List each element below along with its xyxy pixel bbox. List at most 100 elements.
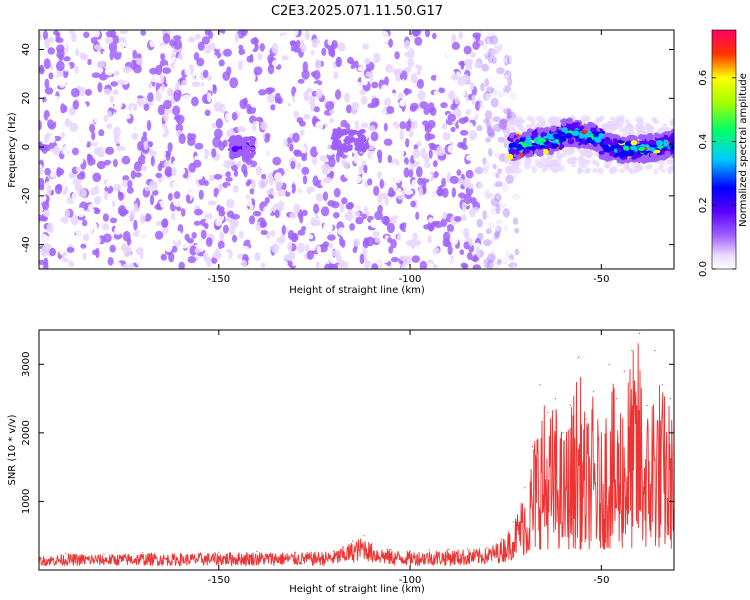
spectrogram-cell bbox=[291, 183, 296, 194]
spectrogram-cell bbox=[484, 47, 489, 54]
spectrogram-cell bbox=[287, 241, 293, 252]
spectrogram-cell bbox=[536, 161, 543, 169]
spectrogram-cell bbox=[291, 193, 300, 202]
spectrogram-cell bbox=[149, 148, 154, 157]
spectrogram-cell bbox=[399, 255, 406, 262]
spectrogram-cell bbox=[227, 41, 232, 48]
spectrogram-cell bbox=[330, 263, 339, 269]
spectrogram-cell bbox=[231, 213, 240, 220]
spectrogram-cell bbox=[273, 143, 279, 153]
spectrogram-cell bbox=[410, 200, 416, 208]
spectrogram-cell bbox=[490, 87, 499, 97]
spectrogram-cell bbox=[127, 148, 133, 159]
spectrogram-cell bbox=[40, 246, 48, 257]
spectrogram-signal-cell bbox=[592, 142, 598, 147]
spectrogram-cell bbox=[404, 51, 413, 58]
spectrogram-cell bbox=[425, 262, 434, 269]
spectrogram-cell bbox=[90, 187, 97, 196]
spectrogram-cell bbox=[143, 141, 149, 150]
spectrogram-cell bbox=[397, 194, 406, 200]
spectrogram-signal-cell bbox=[537, 127, 543, 134]
spectrogram-cell bbox=[275, 97, 284, 105]
spectrogram-cell bbox=[282, 151, 290, 160]
spectrogram-cell bbox=[503, 217, 509, 229]
spectrogram-cell bbox=[187, 36, 196, 43]
spectrogram-cell bbox=[494, 246, 502, 257]
snr-peak-point bbox=[577, 356, 580, 358]
spectrogram-cell bbox=[191, 232, 197, 239]
spectrogram-cell bbox=[103, 159, 112, 166]
spectrogram-cell bbox=[432, 32, 437, 40]
spectrogram-cell bbox=[301, 69, 310, 80]
spectrogram-cell bbox=[412, 232, 418, 241]
spectrogram-cell bbox=[485, 46, 491, 56]
spectrogram-cell bbox=[198, 189, 204, 200]
spectrogram-cell bbox=[499, 57, 508, 63]
spectrogram-cell bbox=[226, 129, 235, 138]
spectrogram-cell bbox=[635, 123, 640, 132]
spectrogram-cell bbox=[289, 64, 296, 71]
spectrogram-cell bbox=[303, 113, 311, 120]
spectrogram-cell bbox=[163, 218, 168, 228]
spectrogram-cell bbox=[513, 83, 520, 90]
spectrogram-cell bbox=[503, 224, 509, 232]
spectrogram-cell bbox=[310, 241, 317, 251]
spectrogram-cell bbox=[82, 219, 88, 227]
spectrogram-signal-cell bbox=[508, 148, 516, 155]
spectrogram-cell bbox=[577, 162, 584, 167]
spectrogram-cell bbox=[64, 136, 70, 145]
chart-title: C2E3.2025.071.11.50.G17 bbox=[271, 4, 443, 19]
spectrogram-cell bbox=[39, 259, 45, 265]
spectrogram-cell bbox=[506, 45, 516, 52]
snr-peak-point bbox=[218, 551, 220, 553]
spectrogram-cell bbox=[487, 38, 496, 44]
spectrogram-cell bbox=[89, 123, 96, 133]
spectrogram-cell bbox=[99, 97, 107, 107]
spectrogram-cell bbox=[350, 188, 359, 194]
spectrogram-cell bbox=[456, 169, 462, 176]
spectrogram-cell bbox=[249, 72, 256, 83]
spectrogram-cell bbox=[490, 106, 495, 114]
spectrogram-cell bbox=[193, 220, 201, 226]
spectrogram-cell bbox=[499, 105, 505, 111]
spectrogram-cell bbox=[472, 41, 480, 50]
spectrogram-cell bbox=[363, 164, 368, 174]
spectrogram-cell bbox=[508, 53, 514, 63]
spectrogram-cell bbox=[339, 201, 345, 213]
spectrogram-cell bbox=[505, 125, 514, 132]
spectrogram-cell bbox=[94, 30, 100, 38]
spectrogram-cell bbox=[445, 206, 451, 212]
spectrogram-cell bbox=[194, 33, 201, 40]
spectrogram-signal-cell bbox=[653, 133, 662, 138]
spectrogram-cell bbox=[226, 185, 233, 194]
spectrogram-cell bbox=[326, 90, 334, 97]
spectrogram-cell bbox=[502, 74, 511, 85]
spectrogram-cell bbox=[180, 36, 187, 45]
spectrogram-cell bbox=[122, 263, 130, 269]
spectrogram-cell bbox=[206, 189, 214, 197]
spectrogram-signal-cell bbox=[579, 144, 586, 149]
spectrogram-cell bbox=[118, 137, 124, 144]
spectrogram-cell bbox=[225, 176, 233, 182]
spectrogram-y-tick-label: 0 bbox=[21, 144, 32, 150]
spectrogram-cell bbox=[149, 67, 158, 75]
spectrogram-cell bbox=[96, 50, 101, 58]
spectrogram-cell bbox=[627, 167, 633, 173]
spectrogram-cell bbox=[354, 175, 362, 184]
spectrogram-cell bbox=[383, 97, 392, 107]
spectrogram-cell bbox=[503, 90, 509, 97]
spectrogram-cell bbox=[498, 82, 506, 91]
spectrogram-cell bbox=[193, 122, 199, 133]
spectrogram-cell bbox=[431, 165, 436, 173]
spectrogram-cell bbox=[189, 182, 199, 193]
spectrogram-cell bbox=[193, 159, 202, 168]
spectrogram-cell bbox=[494, 193, 501, 202]
spectrogram-cell bbox=[417, 201, 425, 212]
spectrogram-cell bbox=[309, 191, 318, 198]
spectrogram-cell bbox=[469, 81, 475, 91]
spectrogram-cell bbox=[93, 234, 100, 244]
spectrogram-cell bbox=[377, 69, 384, 76]
spectrogram-cell bbox=[247, 62, 255, 68]
spectrogram-signal-cell bbox=[612, 138, 618, 143]
spectrogram-signal-cell bbox=[628, 134, 637, 142]
